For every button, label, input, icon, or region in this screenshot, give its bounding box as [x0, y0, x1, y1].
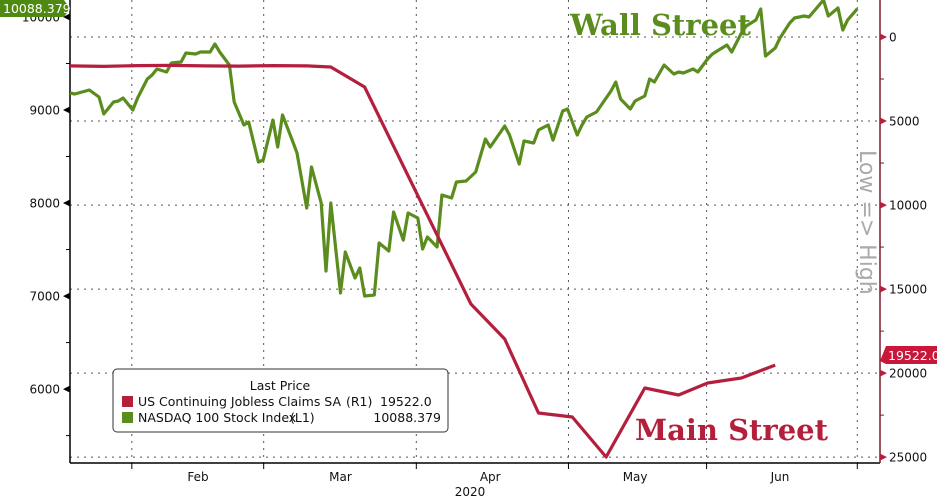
- jobless-claims-line: [69, 63, 776, 459]
- nasdaq-last-value: 10088.379: [3, 1, 71, 16]
- legend-last-nasdaq: 10088.379: [373, 410, 441, 425]
- left-tick-marker: [63, 292, 70, 300]
- right-tick-marker: [880, 453, 887, 461]
- legend-name-claims: US Continuing Jobless Claims SA: [138, 394, 341, 409]
- right-axis-title: Low => High: [854, 150, 879, 295]
- legend: Last Price US Continuing Jobless Claims …: [112, 368, 449, 433]
- left-tick-label: 8000: [29, 197, 60, 211]
- legend-swatch-nasdaq: [122, 412, 133, 423]
- legend-swatch-claims: [122, 396, 133, 407]
- claims-last-value: 19522.0: [888, 348, 937, 363]
- x-tick-label-apr: Apr: [480, 470, 501, 484]
- x-tick-label-feb: Feb: [187, 470, 208, 484]
- legend-axis-claims: (R1): [346, 394, 372, 409]
- legend-box: [112, 368, 449, 433]
- left-tick-marker: [63, 199, 70, 207]
- right-tick-marker: [880, 285, 887, 293]
- x-year-label: 2020: [455, 485, 486, 499]
- right-tick-label: 25000: [889, 451, 927, 465]
- x-tick-label-may: May: [623, 470, 648, 484]
- left-tick-label: 6000: [29, 383, 60, 397]
- left-tick-label: 7000: [29, 290, 60, 304]
- annotation-wall-street: Wall Street: [569, 8, 751, 42]
- left-tick-marker: [63, 106, 70, 114]
- legend-axis-nasdaq: (L1): [290, 410, 315, 425]
- x-tick-label-mar: Mar: [329, 470, 352, 484]
- right-tick-label: 10000: [889, 199, 927, 213]
- nasdaq-last-value-tag: 10088.379: [0, 0, 71, 17]
- right-tick-label: 20000: [889, 367, 927, 381]
- left-tick-marker: [63, 13, 70, 21]
- legend-last-claims: 19522.0: [380, 394, 432, 409]
- x-tick-label-jun: Jun: [770, 470, 790, 484]
- right-tick-marker: [880, 117, 887, 125]
- series-lines: [69, 0, 859, 459]
- left-tick-label: 9000: [29, 104, 60, 118]
- nasdaq-line: [69, 0, 859, 298]
- right-tick-label: 0: [889, 31, 897, 45]
- annotation-main-street: Main Street: [635, 413, 829, 447]
- right-tick-marker: [880, 201, 887, 209]
- axes: 6000700080009000100000500010000150002000…: [22, 0, 927, 499]
- right-tick-label: 5000: [889, 115, 920, 129]
- left-tick-marker: [63, 385, 70, 393]
- legend-name-nasdaq: NASDAQ 100 Stock Index: [138, 410, 296, 425]
- right-tick-marker: [880, 33, 887, 41]
- claims-last-value-tag: 19522.0: [880, 346, 937, 364]
- right-tick-marker: [880, 369, 887, 377]
- right-tick-label: 15000: [889, 283, 927, 297]
- gridlines: [70, 0, 880, 463]
- legend-title: Last Price: [250, 378, 311, 393]
